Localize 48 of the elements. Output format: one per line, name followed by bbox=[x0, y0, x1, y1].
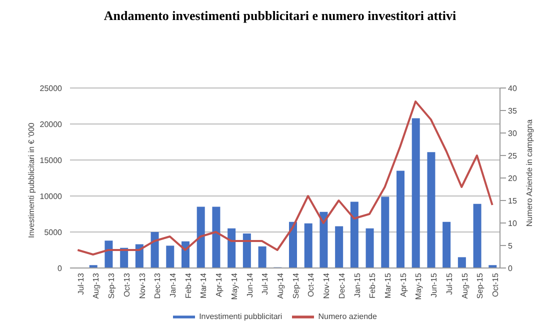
x-tick-label: Jul-14 bbox=[260, 272, 270, 295]
y2-tick-label: 40 bbox=[508, 84, 518, 93]
x-tick-label: Sep-13 bbox=[107, 272, 116, 299]
x-tick-label: Apr-15 bbox=[398, 272, 408, 298]
x-tick-label: Feb-15 bbox=[368, 272, 378, 298]
x-tick-label: May-14 bbox=[230, 272, 239, 300]
x-tick-label: Jun-15 bbox=[430, 272, 439, 298]
x-tick-label: Jul-13 bbox=[76, 272, 86, 295]
x-tick-label: Aug-14 bbox=[276, 272, 285, 299]
y-axis-title: Investimenti pubblicitari in € '000 bbox=[26, 122, 36, 238]
y2-tick-label: 25 bbox=[508, 151, 518, 160]
y2-tick-label: 5 bbox=[508, 241, 513, 250]
x-tick-label: Jan-15 bbox=[352, 272, 362, 298]
x-tick-label: Mar-14 bbox=[199, 272, 208, 298]
x-tick-label: Jun-14 bbox=[245, 272, 254, 298]
x-tick-label: Dec-13 bbox=[153, 272, 162, 299]
y2-tick-label: 0 bbox=[508, 264, 513, 273]
chart-title: Andamento investimenti pubblicitari e numero investitori attivi bbox=[102, 8, 458, 25]
y-tick-label: 10000 bbox=[40, 192, 63, 201]
x-tick-label: Sep-15 bbox=[476, 272, 485, 299]
y2-tick-label: 30 bbox=[508, 128, 518, 138]
y2-tick-label: 10 bbox=[508, 218, 518, 228]
x-tick-label: Dec-14 bbox=[337, 272, 346, 299]
x-tick-label: Mar-15 bbox=[384, 272, 392, 298]
x-tick-label: Oct-14 bbox=[306, 272, 316, 298]
y-tick-label: 20000 bbox=[40, 120, 63, 129]
legend-label: Numero aziende bbox=[318, 312, 377, 322]
x-tick-label: May-15 bbox=[414, 272, 424, 300]
x-tick-label: Feb-14 bbox=[184, 272, 193, 298]
y2-tick-label: 35 bbox=[508, 106, 518, 116]
x-tick-label: Apr-14 bbox=[214, 272, 224, 298]
legend-label: Investimenti pubblicitari bbox=[199, 312, 282, 322]
x-tick-label: Aug-15 bbox=[460, 272, 470, 299]
y2-tick-label: 20 bbox=[508, 174, 518, 183]
y2-tick-label: 15 bbox=[508, 196, 518, 206]
y-tick-label: 15000 bbox=[40, 156, 63, 165]
x-tick-label: Oct-15 bbox=[491, 272, 500, 298]
x-tick-label: Aug-13 bbox=[92, 272, 101, 299]
x-tick-label: Nov-14 bbox=[322, 272, 332, 299]
y-tick-label: 0 bbox=[58, 264, 63, 273]
x-tick-label: Nov-13 bbox=[138, 272, 147, 299]
x-tick-label: Oct-13 bbox=[122, 272, 132, 298]
x-tick-label: Jul-15 bbox=[444, 272, 454, 295]
x-tick-label: Jan-14 bbox=[168, 272, 178, 298]
y-tick-label: 5000 bbox=[44, 228, 63, 237]
y2-axis-title: Numero Aziende in campagna bbox=[524, 118, 534, 227]
y-tick-label: 25000 bbox=[40, 84, 63, 93]
x-tick-label: Sep-14 bbox=[291, 272, 300, 299]
